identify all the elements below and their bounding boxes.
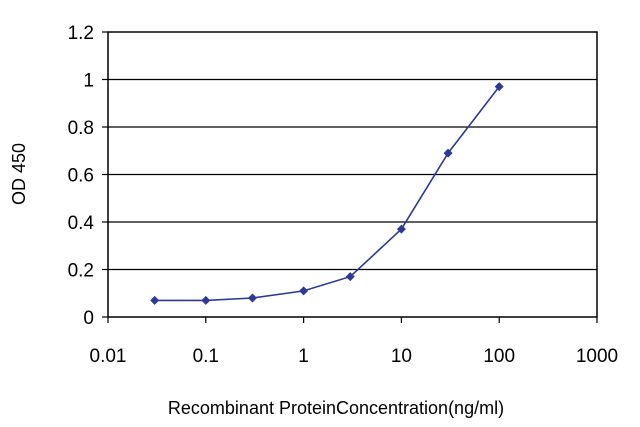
x-tick-label: 1000 xyxy=(576,346,618,367)
x-tick-label: 1 xyxy=(298,346,309,367)
ticks-layer: 0 0.2 0.4 0.6 0.8 1 1.2 0.01 0.1 1 10 100 1000 xyxy=(68,23,619,367)
data-point-marker xyxy=(396,224,406,234)
y-tick-label: 1 xyxy=(83,71,94,92)
y-tick-label: 0.2 xyxy=(68,261,94,282)
y-tick-label: 1.2 xyxy=(68,23,94,44)
data-point-marker xyxy=(345,272,355,282)
data-point-marker xyxy=(299,286,309,296)
y-tick-label: 0.6 xyxy=(68,166,94,187)
y-tick-label: 0.8 xyxy=(68,118,94,139)
y-axis-title: OD 450 xyxy=(9,143,29,205)
data-point-marker xyxy=(150,295,160,305)
x-axis-title: Recombinant ProteinConcentration(ng/ml) xyxy=(168,398,504,418)
x-tick-label: 0.1 xyxy=(193,346,219,367)
series-line xyxy=(154,86,500,302)
x-tick-label: 0.01 xyxy=(90,346,127,367)
series-layer xyxy=(150,82,504,305)
y-tick-label: 0.4 xyxy=(68,213,95,234)
y-tick-label: 0 xyxy=(83,308,94,329)
grid-layer xyxy=(108,78,597,271)
data-point-marker xyxy=(443,148,453,158)
x-tick-label: 10 xyxy=(391,346,412,367)
x-tick-label: 100 xyxy=(483,346,515,367)
data-point-marker xyxy=(247,293,257,303)
data-point-marker xyxy=(201,295,211,305)
data-point-marker xyxy=(494,82,504,92)
